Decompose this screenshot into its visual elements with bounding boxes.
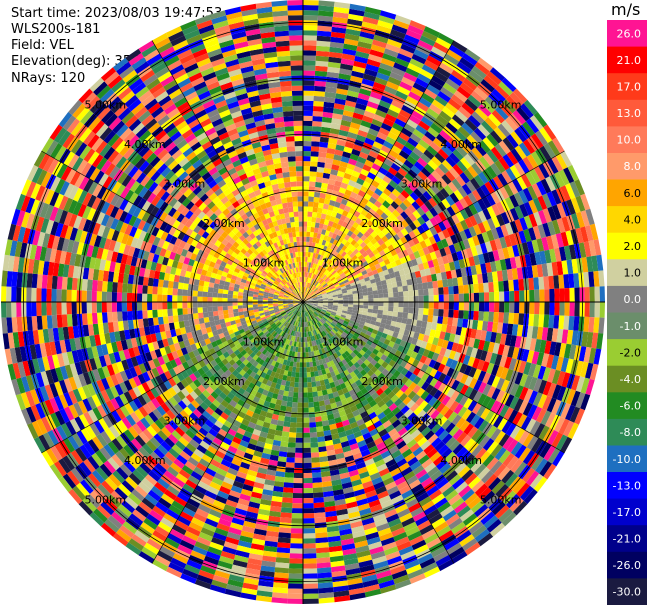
azimuth-spoke	[302, 40, 455, 303]
colorbar-tick-label: 10.0	[617, 134, 642, 147]
colorbar-swatch	[607, 99, 647, 127]
range-ring-label: 1.00km	[322, 336, 364, 349]
range-ring-label: 2.00km	[361, 375, 403, 388]
colorbar-tick-label: -1.0	[620, 320, 641, 333]
colorbar-swatch	[607, 525, 647, 553]
colorbar-tick-label: -17.0	[613, 506, 641, 519]
colorbar-tick-label: 26.0	[617, 27, 642, 40]
colorbar-swatch	[607, 20, 647, 48]
nrays-label: NRays: 120	[11, 71, 86, 86]
range-ring-label: 4.00km	[124, 138, 166, 151]
colorbar-swatch	[607, 153, 647, 181]
colorbar-swatch	[607, 46, 647, 74]
colorbar-swatch	[607, 179, 647, 207]
colorbar-tick-label: 0.0	[624, 293, 642, 306]
colorbar-tick-label: -13.0	[613, 479, 641, 492]
colorbar-tick-label: -10.0	[613, 453, 641, 466]
range-ring-label: 4.00km	[440, 454, 482, 467]
colorbar-tick-label: -8.0	[620, 426, 641, 439]
colorbar-swatch	[607, 339, 647, 367]
range-ring-label: 3.00km	[401, 177, 443, 190]
start-time-label: Start time: 2023/08/03 19:47:53	[11, 6, 223, 21]
colorbar-swatch	[607, 472, 647, 500]
colorbar-tick-label: 21.0	[617, 54, 642, 67]
range-ring-label: 1.00km	[322, 257, 364, 270]
colorbar-swatch	[607, 551, 647, 579]
colorbar-tick-label: -6.0	[620, 400, 641, 413]
instrument-label: WLS200s-181	[11, 22, 101, 37]
colorbar-swatch	[607, 498, 647, 526]
range-ring-label: 1.00km	[243, 257, 285, 270]
range-ring-label: 5.00km	[480, 494, 522, 507]
colorbar-tick-label: 17.0	[617, 81, 642, 94]
range-ring-label: 1.00km	[243, 336, 285, 349]
colorbar-tick-label: 1.0	[624, 267, 642, 280]
colorbar-tick-label: -2.0	[620, 346, 641, 359]
colorbar-tick-label: 4.0	[624, 213, 642, 226]
colorbar-tick-label: -26.0	[613, 559, 641, 572]
azimuth-spoke	[41, 301, 304, 454]
colorbar-tick-label: -4.0	[620, 373, 641, 386]
azimuth-spoke	[302, 301, 565, 454]
range-ring-label: 3.00km	[164, 177, 206, 190]
colorbar-swatch	[607, 232, 647, 260]
azimuth-spoke	[302, 301, 455, 564]
colorbar-swatch	[607, 285, 647, 313]
range-ring-label: 4.00km	[124, 454, 166, 467]
azimuth-spoke	[41, 150, 304, 303]
colorbar-swatch	[607, 392, 647, 420]
colorbar-swatch	[607, 126, 647, 154]
colorbar-tick-label: 13.0	[617, 107, 642, 120]
azimuth-spoke	[302, 150, 565, 303]
range-ring-label: 2.00km	[203, 217, 245, 230]
range-rings	[1, 0, 605, 604]
colorbar-tick-label: -30.0	[613, 586, 641, 599]
colorbar-tick-label: 6.0	[624, 187, 642, 200]
colorbar-swatch	[607, 418, 647, 446]
colorbar-swatch	[607, 312, 647, 340]
ppi-plot: 1.00km 1.00km 1.00km 1.00km 2.00km 2.00km 2.00…	[1, 0, 605, 604]
azimuth-spoke	[151, 301, 304, 564]
range-ring-label: 3.00km	[164, 415, 206, 428]
range-ring-label: 3.00km	[401, 415, 443, 428]
colorbar-swatch	[607, 578, 647, 605]
ppi-gates	[1, 0, 605, 604]
colorbar: 26.0 21.0 17.0 13.0 10.0 8.0 6.0 4.0 2.0 1.0 0.0 -1…	[607, 20, 647, 605]
range-ring-label: 2.00km	[361, 217, 403, 230]
colorbar-swatch	[607, 259, 647, 287]
colorbar-swatch	[607, 73, 647, 101]
colorbar-swatch	[607, 445, 647, 473]
colorbar-tick-label: 8.0	[624, 160, 642, 173]
colorbar-tick-label: -21.0	[613, 533, 641, 546]
range-ring-label: 4.00km	[440, 138, 482, 151]
field-label: Field: VEL	[11, 38, 74, 53]
range-ring-label: 2.00km	[203, 375, 245, 388]
colorbar-swatch	[607, 365, 647, 393]
range-ring-label: 5.00km	[480, 98, 522, 111]
colorbar-swatch	[607, 206, 647, 234]
colorbar-title: m/s	[611, 0, 641, 19]
range-ring-label: 5.00km	[85, 494, 127, 507]
colorbar-tick-label: 2.0	[624, 240, 642, 253]
azimuth-spoke	[151, 40, 304, 303]
range-ring-label: 5.00km	[85, 98, 127, 111]
